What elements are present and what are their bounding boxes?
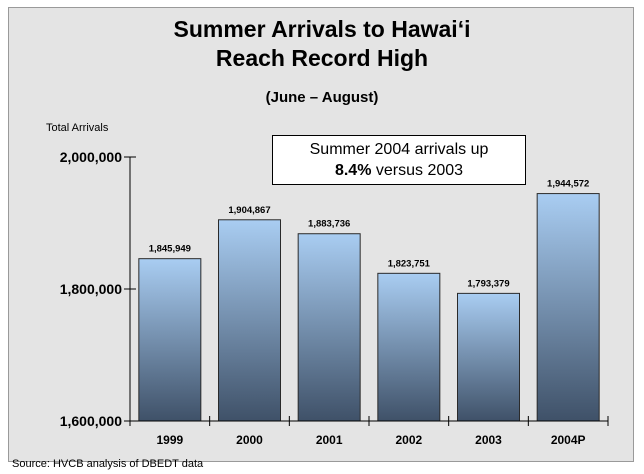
y-axis-label: Total Arrivals [46,122,109,134]
data-label-2003: 1,793,379 [467,278,509,289]
x-tick-label-2001: 2001 [316,433,343,447]
x-tick-label-1999: 1999 [156,433,183,447]
callout-line2-text: versus 2003 [371,162,464,179]
data-label-2001: 1,883,736 [308,219,350,230]
bar-2000 [218,219,281,422]
bar-1999 [138,258,202,422]
callout-line1: Summer 2004 arrivals up [309,141,489,158]
y-tick-label-2: 2,000,000 [60,149,122,165]
bar-2003 [457,292,520,422]
source-note: Source: HVCB analysis of DBEDT data [12,458,204,470]
data-label-1999: 1,845,949 [149,244,191,255]
data-label-2004P: 1,944,572 [547,179,589,190]
y-tick-label-0: 1,600,000 [60,413,122,429]
bar-2002 [377,272,441,422]
y-tick-label-1: 1,800,000 [60,281,122,297]
x-tick-label-2000: 2000 [236,433,263,447]
x-tick-label-2003: 2003 [475,433,502,447]
bar-2004P [536,193,600,422]
chart-title: Summer Arrivals to Hawai‘i [173,16,471,42]
data-label-2002: 1,823,751 [388,258,431,269]
data-label-2000: 1,904,867 [228,205,270,216]
chart-title-line2: Reach Record High [215,45,429,71]
x-tick-label-2004P: 2004P [551,433,586,447]
callout-box: Summer 2004 arrivals up 8.4% versus 2003 [272,135,526,185]
x-tick-label-2002: 2002 [395,433,422,447]
chart-subtitle: (June – August) [265,89,379,106]
callout-percent: 8.4% [334,162,372,179]
bar-2001 [297,233,361,422]
callout-line2: 8.4% versus 2003 [273,160,525,181]
